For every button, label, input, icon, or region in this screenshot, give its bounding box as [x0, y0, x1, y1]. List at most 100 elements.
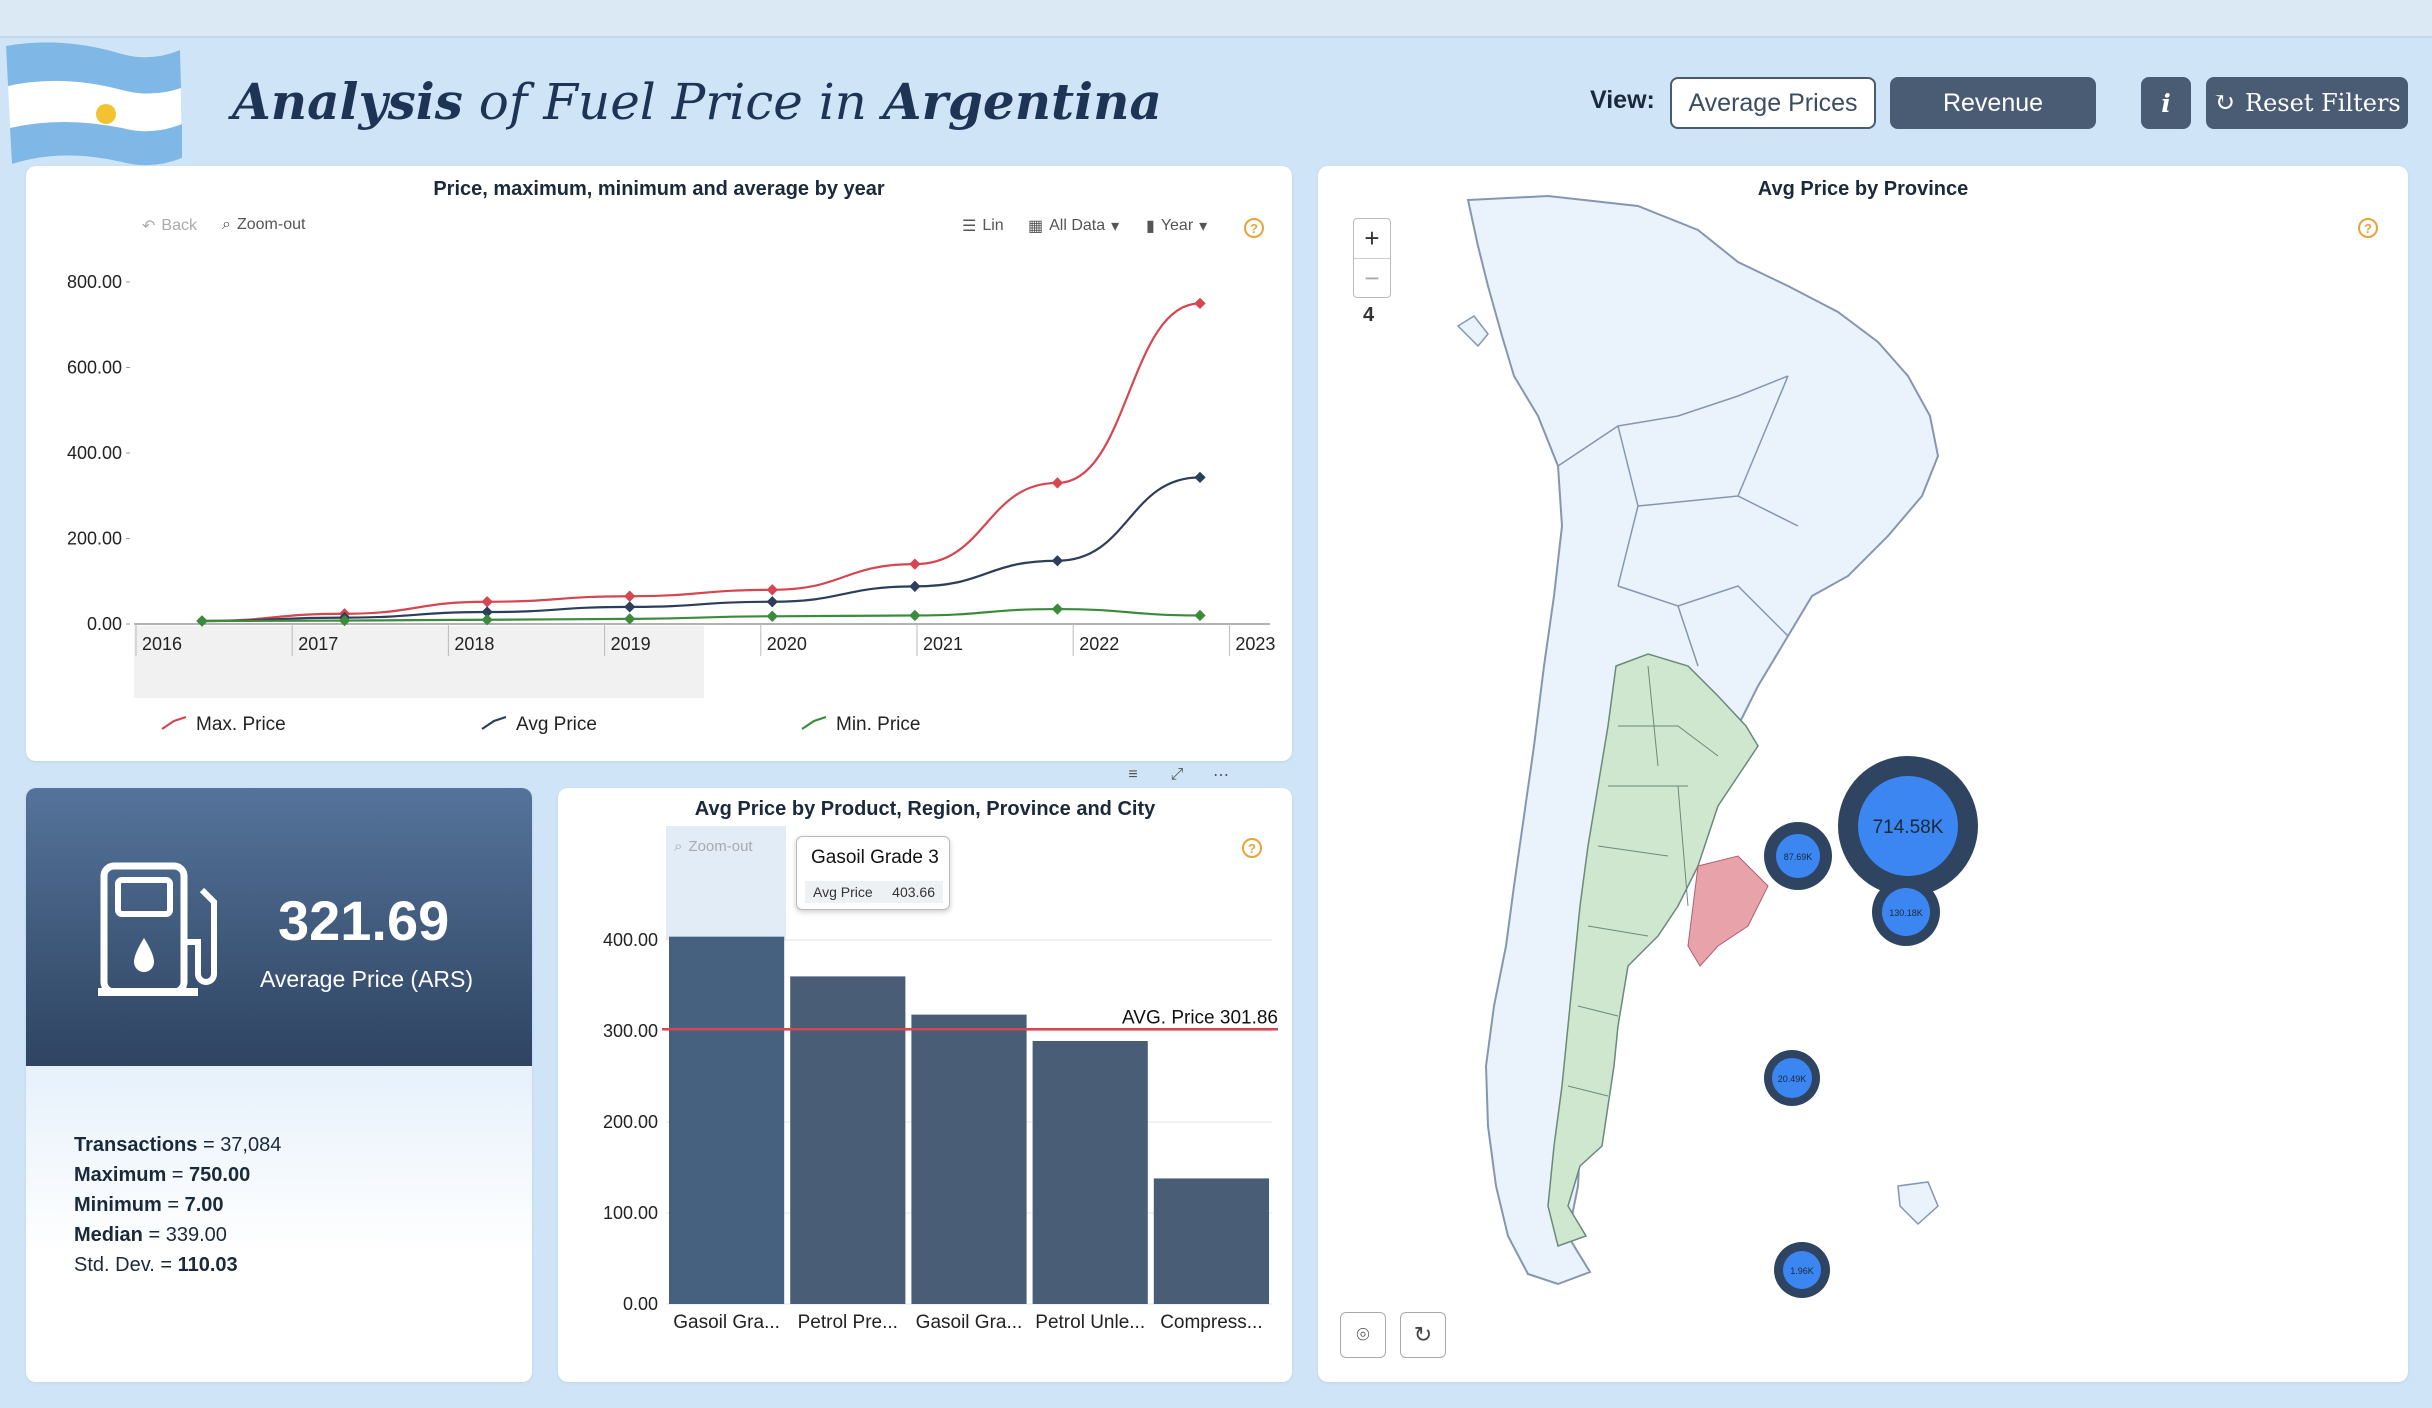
argentina-flag-icon	[6, 42, 182, 166]
x-tick-label: Compress...	[1160, 1312, 1262, 1333]
reference-line-label: AVG. Price 301.86	[1122, 1007, 1278, 1028]
x-tick-label: 2019	[611, 634, 651, 654]
bubble-chubut[interactable]: 20.49K	[1764, 1050, 1820, 1106]
help-icon[interactable]: ?	[1242, 838, 1262, 858]
reset-icon: ↻	[2213, 88, 2236, 118]
caret-down-icon: ▾	[1111, 218, 1120, 235]
lin-scale-button[interactable]: ☰ Lin	[962, 217, 1004, 235]
bar	[911, 1014, 1027, 1304]
bar-chart-icon: ▮	[1146, 218, 1155, 235]
more-icon[interactable]: ⋯	[1213, 767, 1229, 784]
buenos-aires-highlight	[1687, 855, 1769, 967]
fuel-pump-icon	[98, 862, 217, 996]
stat-median: Median = 339.00	[74, 1224, 227, 1246]
series-line	[201, 607, 1201, 623]
reset-filters-button[interactable]: ↻ Reset Filters	[2206, 77, 2408, 129]
data-point	[766, 584, 778, 596]
data-point	[909, 580, 921, 593]
data-point	[1051, 477, 1064, 489]
page-title: Analysis of Fuel Price in Argentina	[232, 72, 1162, 131]
data-point	[624, 613, 636, 625]
bar-chart: 0.00 100.00 200.00 300.00 400.00 Gasoil Gra..…	[603, 826, 1278, 1333]
stat-minimum: Minimum = 7.00	[74, 1194, 224, 1216]
y-tick-label: 200.00	[603, 1112, 658, 1132]
y-tick-label: 300.00	[603, 1021, 658, 1041]
average-prices-button[interactable]: Average Prices	[1670, 77, 1876, 129]
argentina-shape	[1547, 653, 1759, 1247]
revenue-button[interactable]: Revenue	[1890, 77, 2096, 129]
all-data-dropdown[interactable]: ▦ All Data ▾	[1028, 217, 1120, 235]
series-line	[201, 476, 1201, 623]
bar-tooltip: Gasoil Grade 3 Avg Price 403.66	[796, 836, 950, 910]
data-point	[1194, 609, 1206, 622]
range-selector	[134, 626, 704, 698]
bubble-tierra-del-fuego[interactable]: 1.96K	[1774, 1242, 1830, 1298]
view-label: View:	[1590, 86, 1655, 114]
x-tick-label: 2022	[1079, 634, 1119, 654]
south-america-map[interactable]: 714.58K 87.69K 130.18K 20.49K 1.96K	[1318, 166, 2408, 1382]
bar-zoom-out-button[interactable]: ⌕ Zoom-out	[674, 838, 753, 855]
data-point	[338, 614, 351, 627]
legend-swatch	[161, 715, 187, 730]
line-chart-title: Price, maximum, minimum and average by y…	[433, 178, 885, 200]
zoom-out-map-button[interactable]: −	[1354, 258, 1390, 297]
help-icon[interactable]: ?	[2358, 218, 2378, 238]
year-dropdown[interactable]: ▮ Year ▾	[1146, 217, 1208, 235]
data-point	[481, 614, 493, 626]
kpi-panel: 321.69 Average Price (ARS) Transactions …	[26, 788, 532, 1382]
y-tick-label: 400.00	[67, 443, 122, 463]
map-refresh-button[interactable]: ↻	[1400, 1312, 1446, 1358]
line-chart: 0.00 200.00 400.00 600.00 800.00 2016 2017 2018…	[67, 272, 1276, 735]
bar-panel-toolbar: ≡ ⤢ ⋯	[1118, 756, 1278, 794]
lasso-icon: ⌾	[1356, 1322, 1370, 1347]
data-point	[766, 596, 778, 608]
country-borders	[1557, 375, 1799, 667]
zoom-in-button[interactable]: +	[1364, 223, 1380, 253]
data-point	[481, 606, 493, 618]
filter-icon[interactable]: ≡	[1128, 766, 1138, 783]
y-tick-label: 200.00	[67, 529, 122, 549]
map-zoom-control: + −	[1353, 218, 1391, 298]
top-strip	[0, 0, 2432, 38]
stat-transactions: Transactions = 37,084	[74, 1134, 282, 1156]
expand-icon[interactable]: ⤢	[1170, 766, 1184, 783]
zoom-out-button[interactable]: ⌕ Zoom-out	[222, 216, 306, 233]
kpi-header: 321.69 Average Price (ARS)	[26, 788, 532, 1066]
bubble-label: 20.49K	[1778, 1074, 1807, 1084]
bubble-label: 1.96K	[1790, 1266, 1814, 1276]
selection-highlight	[666, 826, 786, 940]
zoom-out-icon: ⌕	[222, 216, 231, 233]
data-point	[1051, 555, 1064, 567]
data-point	[1051, 603, 1064, 615]
tooltip-metric-row: Avg Price 403.66	[805, 881, 943, 903]
caret-down-icon: ▾	[1199, 218, 1208, 235]
bubble-la-pampa[interactable]: 130.18K	[1872, 878, 1940, 946]
bar	[1153, 1178, 1269, 1304]
line-chart-panel: Price, maximum, minimum and average by y…	[26, 166, 1292, 761]
y-tick-label: 400.00	[603, 930, 658, 950]
stat-std-dev: Std. Dev. = 110.03	[74, 1254, 238, 1276]
x-tick-label: 2020	[767, 634, 807, 654]
legend-label: Avg Price	[516, 714, 597, 735]
bubble-cordoba[interactable]: 87.69K	[1764, 822, 1832, 890]
y-tick-label: 0.00	[87, 614, 122, 634]
bubble-label: 714.58K	[1873, 817, 1944, 838]
data-point	[624, 590, 636, 602]
data-point	[909, 558, 921, 570]
bubble-buenos-aires[interactable]: 714.58K	[1838, 756, 1978, 896]
info-button[interactable]: i	[2141, 77, 2191, 129]
back-button[interactable]: ↶ Back	[142, 217, 197, 235]
lasso-button[interactable]: ⌾	[1340, 1312, 1386, 1358]
bar-chart-title: Avg Price by Product, Region, Province a…	[694, 798, 1156, 820]
data-point	[909, 609, 921, 622]
bubble-label: 87.69K	[1784, 852, 1813, 862]
map-panel: Avg Price by Province ? 714.58K 87.69K	[1318, 166, 2408, 1382]
y-tick-label: 100.00	[603, 1203, 658, 1223]
help-icon[interactable]: ?	[1244, 218, 1264, 238]
zoom-level: 4	[1363, 304, 1375, 326]
caribbean-island	[1456, 315, 1489, 348]
map-title: Avg Price by Province	[1757, 178, 1969, 200]
province-borders	[1567, 665, 1719, 1097]
legend-swatch	[481, 715, 507, 730]
back-arrow-icon: ↶	[142, 218, 156, 235]
